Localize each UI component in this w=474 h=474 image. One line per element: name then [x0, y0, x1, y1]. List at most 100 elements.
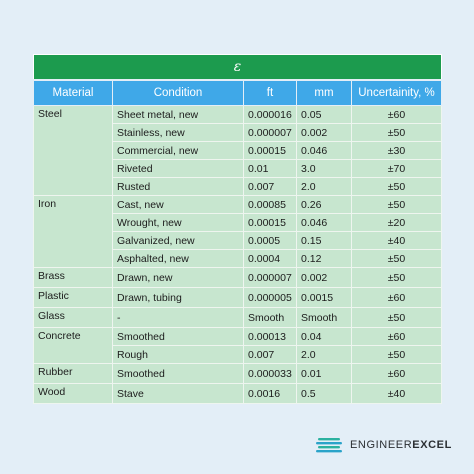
- uncertainty-cell: ±70: [351, 159, 442, 178]
- table-row: Stainless, new 0.000007 0.002 ±50: [34, 123, 442, 142]
- table-row: Iron Cast, new 0.00085 0.26 ±50: [33, 195, 442, 268]
- condition-cell: Stave: [112, 383, 244, 404]
- roughness-table-container: ε Material Condition ft mm Uncertainity, % S…: [33, 54, 442, 404]
- table-row: Plastic Drawn, tubing 0.000005 0.0015 ±60: [33, 287, 442, 308]
- mm-cell: 0.01: [296, 363, 352, 384]
- uncertainty-cell: ±60: [351, 363, 442, 384]
- mm-cell: 0.046: [296, 141, 352, 160]
- logo-text-excel: EXCEL: [412, 439, 452, 451]
- material-cell: Glass: [33, 307, 113, 328]
- condition-cell: Sheet metal, new: [112, 105, 244, 124]
- mm-cell: 0.05: [296, 105, 352, 124]
- table-row: Steel Sheet metal, new 0.000016 0.05 ±60: [33, 105, 442, 196]
- mm-cell: 3.0: [296, 159, 352, 178]
- ft-cell: 0.007: [243, 177, 297, 196]
- header-ft: ft: [243, 79, 297, 106]
- table-row: Asphalted, new 0.0004 0.12 ±50: [34, 249, 442, 268]
- table-row: Wrought, new 0.00015 0.046 ±20: [34, 213, 442, 232]
- condition-cell: Asphalted, new: [112, 249, 244, 268]
- ft-cell: 0.000007: [243, 123, 297, 142]
- uncertainty-cell: ±40: [351, 231, 442, 250]
- mm-cell: 0.15: [296, 231, 352, 250]
- material-cell: Iron: [33, 195, 113, 268]
- material-cell: Wood: [33, 383, 113, 404]
- table-row: Wood Stave 0.0016 0.5 ±40: [33, 383, 442, 404]
- mm-cell: 0.0015: [296, 287, 352, 308]
- ft-cell: 0.01: [243, 159, 297, 178]
- uncertainty-cell: ±30: [351, 141, 442, 160]
- uncertainty-cell: ±50: [351, 345, 442, 364]
- table-body: Steel Sheet metal, new 0.000016 0.05 ±60 Stai…: [33, 105, 442, 404]
- ft-cell: 0.00015: [243, 213, 297, 232]
- uncertainty-cell: ±50: [351, 249, 442, 268]
- mm-cell: 0.5: [296, 383, 352, 404]
- table-row: Rubber Smoothed 0.000033 0.01 ±60: [33, 363, 442, 384]
- uncertainty-cell: ±60: [351, 287, 442, 308]
- ft-cell: 0.000005: [243, 287, 297, 308]
- ft-cell: 0.00015: [243, 141, 297, 160]
- logo-text-engineer: ENGINEER: [350, 439, 413, 451]
- ft-cell: 0.000016: [243, 105, 297, 124]
- header-material: Material: [33, 79, 113, 106]
- condition-cell: Smoothed: [112, 327, 244, 346]
- condition-cell: Commercial, new: [112, 141, 244, 160]
- table-row: Rough 0.007 2.0 ±50: [34, 345, 442, 364]
- condition-cell: Rough: [112, 345, 244, 364]
- condition-cell: Drawn, new: [112, 267, 244, 288]
- condition-cell: Galvanized, new: [112, 231, 244, 250]
- table-row: Rusted 0.007 2.0 ±50: [34, 177, 442, 196]
- uncertainty-cell: ±40: [351, 383, 442, 404]
- condition-cell: Rusted: [112, 177, 244, 196]
- mm-cell: 0.046: [296, 213, 352, 232]
- ft-cell: Smooth: [243, 307, 297, 328]
- uncertainty-cell: ±60: [351, 105, 442, 124]
- header-uncertainty: Uncertainity, %: [351, 79, 442, 106]
- ft-cell: 0.0005: [243, 231, 297, 250]
- uncertainty-cell: ±20: [351, 213, 442, 232]
- condition-cell: Cast, new: [112, 195, 244, 214]
- material-cell: Brass: [33, 267, 113, 288]
- ft-cell: 0.007: [243, 345, 297, 364]
- table-row: Concrete Smoothed 0.00013 0.04 ±60: [33, 327, 442, 364]
- material-cell: Steel: [33, 105, 113, 196]
- material-cell: Plastic: [33, 287, 113, 308]
- header-row: Material Condition ft mm Uncertainity, %: [33, 79, 442, 106]
- mm-cell: 0.002: [296, 267, 352, 288]
- material-cell: Concrete: [33, 327, 113, 364]
- ft-cell: 0.000007: [243, 267, 297, 288]
- condition-cell: Wrought, new: [112, 213, 244, 232]
- header-mm: mm: [296, 79, 352, 106]
- mm-cell: 0.04: [296, 327, 352, 346]
- condition-cell: -: [112, 307, 244, 328]
- ft-cell: 0.00085: [243, 195, 297, 214]
- title-row: ε: [33, 54, 442, 81]
- header-condition: Condition: [112, 79, 244, 106]
- uncertainty-cell: ±60: [351, 327, 442, 346]
- condition-cell: Stainless, new: [112, 123, 244, 142]
- mm-cell: 0.12: [296, 249, 352, 268]
- table-title: ε: [33, 54, 442, 81]
- logo-text: ENGINEEREXCEL: [350, 439, 452, 451]
- table-row: Brass Drawn, new 0.000007 0.002 ±50: [33, 267, 442, 288]
- uncertainty-cell: ±50: [351, 267, 442, 288]
- roughness-table: ε Material Condition ft mm Uncertainity, % S…: [33, 54, 442, 404]
- table-row: Riveted 0.01 3.0 ±70: [34, 159, 442, 178]
- uncertainty-cell: ±50: [351, 177, 442, 196]
- condition-cell: Smoothed: [112, 363, 244, 384]
- mm-cell: 2.0: [296, 177, 352, 196]
- mm-cell: 0.26: [296, 195, 352, 214]
- uncertainty-cell: ±50: [351, 195, 442, 214]
- ft-cell: 0.00013: [243, 327, 297, 346]
- material-cell: Rubber: [33, 363, 113, 384]
- engineerexcel-logo-icon: [316, 438, 342, 453]
- uncertainty-cell: ±50: [351, 123, 442, 142]
- mm-cell: 0.002: [296, 123, 352, 142]
- table-row: Galvanized, new 0.0005 0.15 ±40: [34, 231, 442, 250]
- ft-cell: 0.0016: [243, 383, 297, 404]
- mm-cell: Smooth: [296, 307, 352, 328]
- condition-cell: Drawn, tubing: [112, 287, 244, 308]
- mm-cell: 2.0: [296, 345, 352, 364]
- condition-cell: Riveted: [112, 159, 244, 178]
- uncertainty-cell: ±50: [351, 307, 442, 328]
- ft-cell: 0.000033: [243, 363, 297, 384]
